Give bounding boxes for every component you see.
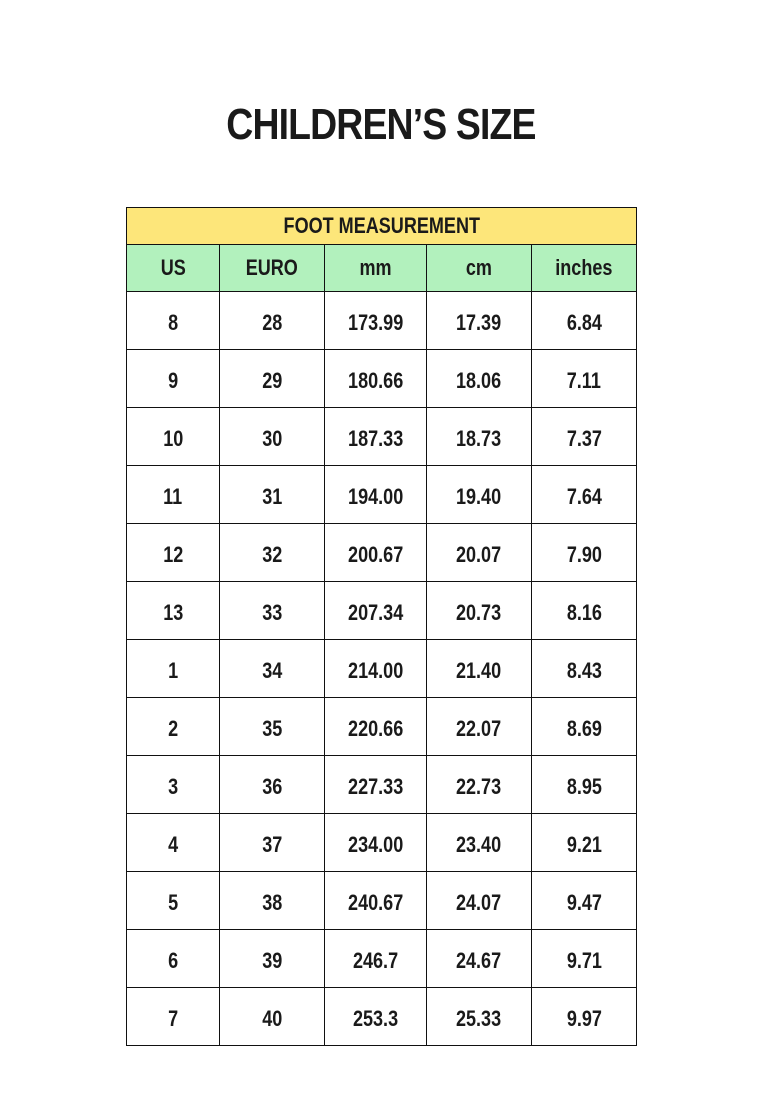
table-cell: 6 — [126, 929, 220, 988]
table-cell: 7.64 — [530, 465, 638, 524]
table-cell: 8.43 — [530, 639, 638, 698]
table-cell: 18.73 — [426, 407, 532, 466]
table-cell: 21.40 — [426, 639, 532, 698]
column-header-inches: inches — [530, 244, 638, 292]
table-cell: 8.16 — [530, 581, 638, 640]
table-cell: 3 — [126, 755, 220, 814]
table-cell: 9.21 — [530, 813, 638, 872]
table-row: 12 32 200.67 20.07 7.90 — [126, 523, 638, 582]
table-row: 13 33 207.34 20.73 8.16 — [126, 581, 638, 640]
table-row: 7 40 253.3 25.33 9.97 — [126, 987, 638, 1046]
table-cell: 33 — [219, 581, 325, 640]
table-cell: 246.7 — [324, 929, 427, 988]
table-cell: 22.07 — [426, 697, 532, 756]
table-row: 1 34 214.00 21.40 8.43 — [126, 639, 638, 698]
table-cell: 28 — [219, 291, 325, 350]
table-cell: 30 — [219, 407, 325, 466]
table-cell: 2 — [126, 697, 220, 756]
group-header: FOOT MEASUREMENT — [125, 207, 638, 245]
table-row: 11 31 194.00 19.40 7.64 — [126, 465, 638, 524]
table-cell: 220.66 — [324, 697, 427, 756]
table-cell: 173.99 — [324, 291, 427, 350]
table-row: 10 30 187.33 18.73 7.37 — [126, 407, 638, 466]
table-cell: 34 — [219, 639, 325, 698]
table-cell: 6.84 — [530, 291, 638, 350]
table-cell: 5 — [126, 871, 220, 930]
table-cell: 22.73 — [426, 755, 532, 814]
column-header-us: US — [126, 244, 220, 292]
table-cell: 227.33 — [324, 755, 427, 814]
table-cell: 24.67 — [426, 929, 532, 988]
table-cell: 18.06 — [426, 349, 532, 408]
table-cell: 187.33 — [324, 407, 427, 466]
table-cell: 253.3 — [324, 987, 427, 1046]
table-cell: 35 — [219, 697, 325, 756]
table-cell: 29 — [219, 349, 325, 408]
table-cell: 214.00 — [324, 639, 427, 698]
table-cell: 8.95 — [530, 755, 638, 814]
table-row: 4 37 234.00 23.40 9.21 — [126, 813, 638, 872]
table-row: 8 28 173.99 17.39 6.84 — [126, 291, 638, 350]
table-cell: 20.07 — [426, 523, 532, 582]
table-cell: 24.07 — [426, 871, 532, 930]
table-cell: 234.00 — [324, 813, 427, 872]
table-cell: 1 — [126, 639, 220, 698]
table-cell: 10 — [126, 407, 220, 466]
table-cell: 7.37 — [530, 407, 638, 466]
table-cell: 9.47 — [530, 871, 638, 930]
table-row: 2 35 220.66 22.07 8.69 — [126, 697, 638, 756]
table-row: 6 39 246.7 24.67 9.71 — [126, 929, 638, 988]
table-cell: 9.97 — [530, 987, 638, 1046]
table-cell: 11 — [126, 465, 220, 524]
table-row: 3 36 227.33 22.73 8.95 — [126, 755, 638, 814]
table-cell: 17.39 — [426, 291, 532, 350]
table-cell: 13 — [126, 581, 220, 640]
table-cell: 7.90 — [530, 523, 638, 582]
size-chart-table: FOOT MEASUREMENT US EURO mm cm inches 8 28 173… — [125, 207, 638, 1046]
table-cell: 9.71 — [530, 929, 638, 988]
column-header-cm: cm — [426, 244, 532, 292]
table-cell: 32 — [219, 523, 325, 582]
table-row: 5 38 240.67 24.07 9.47 — [126, 871, 638, 930]
table-cell: 9 — [126, 349, 220, 408]
table-cell: 200.67 — [324, 523, 427, 582]
table-cell: 38 — [219, 871, 325, 930]
table-row: 9 29 180.66 18.06 7.11 — [126, 349, 638, 408]
table-cell: 7 — [126, 987, 220, 1046]
table-cell: 240.67 — [324, 871, 427, 930]
table-cell: 8 — [126, 291, 220, 350]
table-cell: 12 — [126, 523, 220, 582]
table-cell: 37 — [219, 813, 325, 872]
column-header-mm: mm — [324, 244, 427, 292]
table-cell: 23.40 — [426, 813, 532, 872]
table-cell: 7.11 — [530, 349, 638, 408]
table-cell: 4 — [126, 813, 220, 872]
table-cell: 40 — [219, 987, 325, 1046]
table-cell: 31 — [219, 465, 325, 524]
table-cell: 194.00 — [324, 465, 427, 524]
table-cell: 207.34 — [324, 581, 427, 640]
table-cell: 19.40 — [426, 465, 532, 524]
page-title: CHILDREN’S SIZE — [226, 100, 536, 149]
table-cell: 8.69 — [530, 697, 638, 756]
column-header-euro: EURO — [219, 244, 325, 292]
table-cell: 180.66 — [324, 349, 427, 408]
table-cell: 36 — [219, 755, 325, 814]
table-cell: 39 — [219, 929, 325, 988]
table-cell: 20.73 — [426, 581, 532, 640]
table-cell: 25.33 — [426, 987, 532, 1046]
